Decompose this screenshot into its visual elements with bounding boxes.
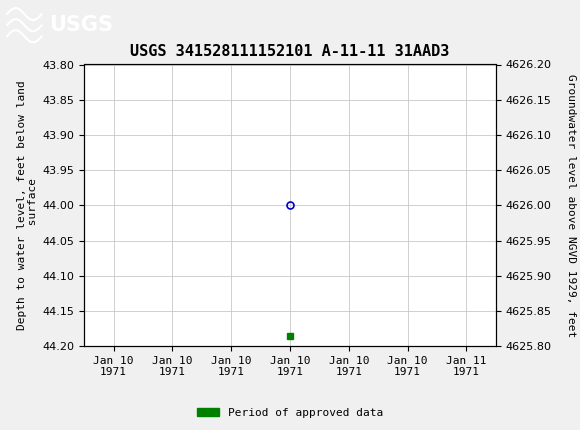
Legend: Period of approved data: Period of approved data bbox=[193, 403, 387, 422]
Text: USGS: USGS bbox=[49, 15, 113, 35]
Bar bbox=[3, 4, 46, 46]
Y-axis label: Groundwater level above NGVD 1929, feet: Groundwater level above NGVD 1929, feet bbox=[566, 74, 575, 337]
Title: USGS 341528111152101 A-11-11 31AAD3: USGS 341528111152101 A-11-11 31AAD3 bbox=[130, 44, 450, 59]
Y-axis label: Depth to water level, feet below land
 surface: Depth to water level, feet below land su… bbox=[17, 80, 38, 330]
